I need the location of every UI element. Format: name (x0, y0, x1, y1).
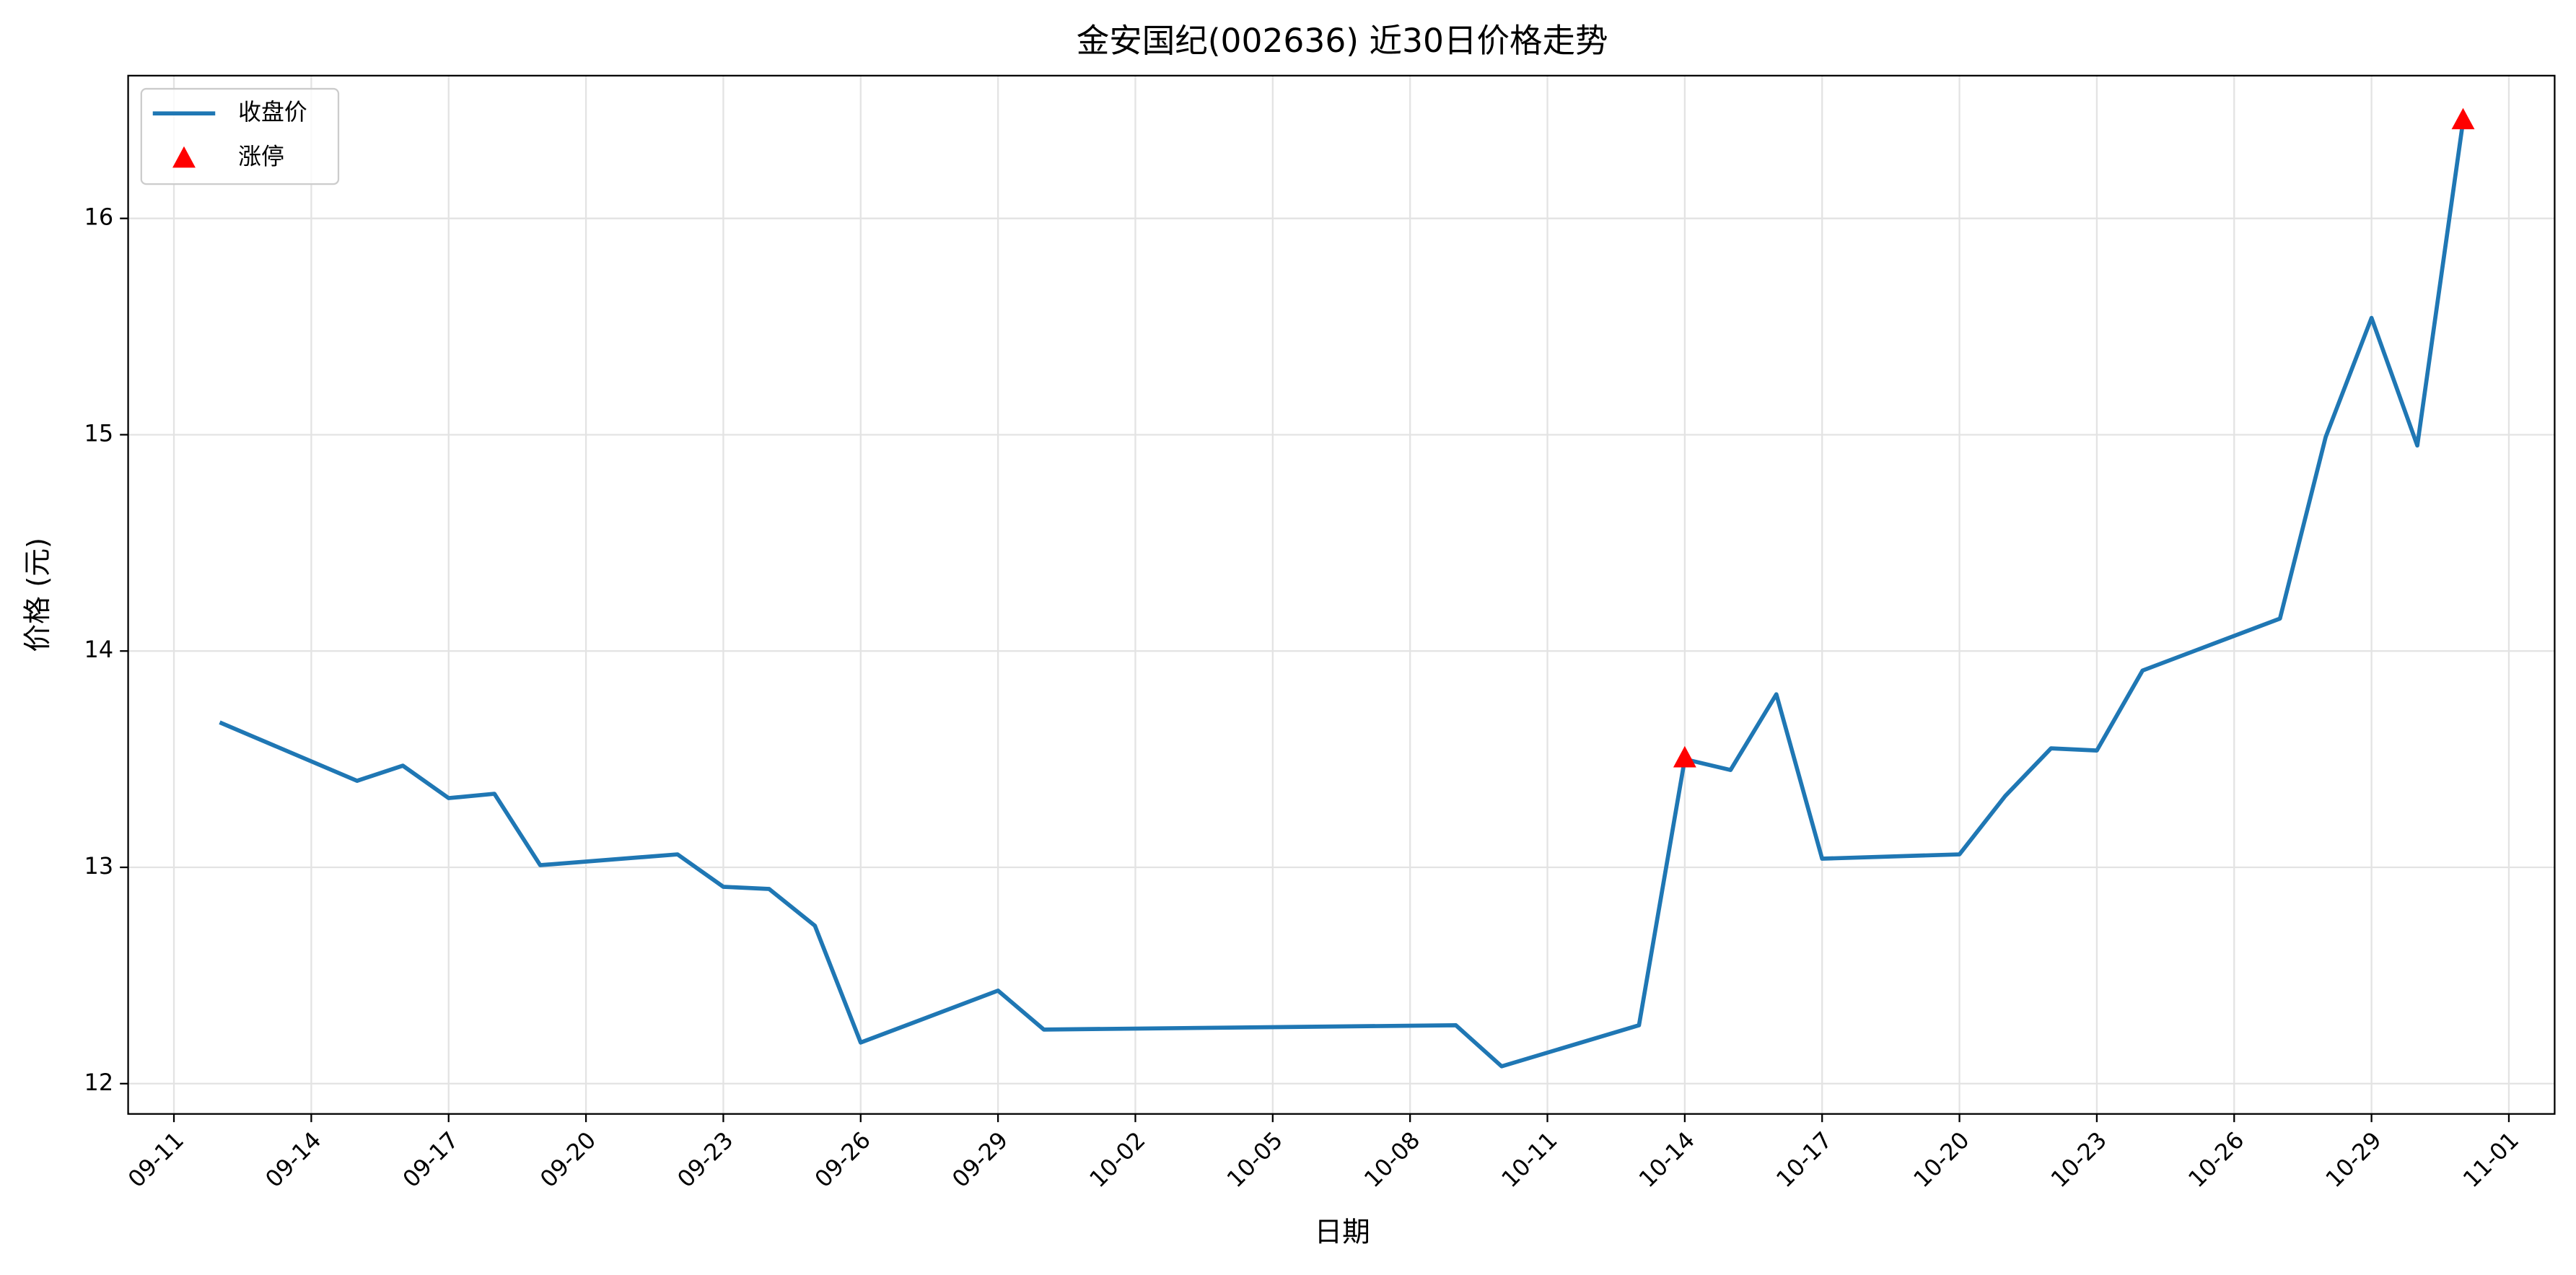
x-axis-label: 日期 (1314, 1216, 1370, 1248)
y-tick-label: 16 (84, 203, 114, 231)
y-tick-label: 13 (84, 852, 114, 880)
legend-label: 收盘价 (238, 98, 307, 126)
y-tick-label: 15 (84, 419, 114, 447)
limit-up-marker (2451, 108, 2475, 130)
legend-label: 涨停 (238, 143, 284, 170)
legend-swatch (172, 146, 196, 168)
marks (219, 108, 2475, 1069)
plot-frame (127, 74, 2556, 1115)
chart-title: 金安国纪(002636) 近30日价格走势 (1077, 22, 1608, 60)
limit-up-marker (1673, 745, 1696, 768)
y-tick-label: 12 (84, 1069, 114, 1096)
y-axis-label: 价格 (元) (22, 538, 54, 652)
y-tick-label: 14 (84, 636, 114, 663)
price-line (219, 121, 2466, 1069)
